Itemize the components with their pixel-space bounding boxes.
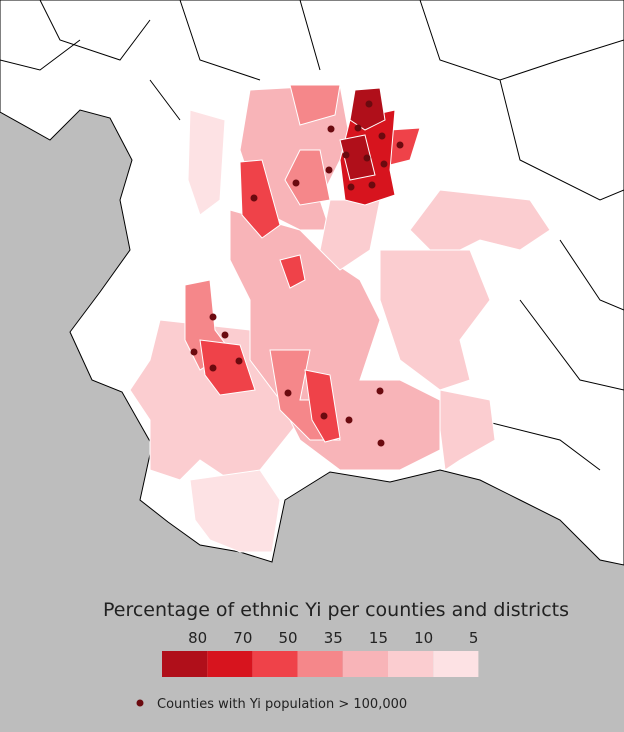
county-dot [368,181,376,189]
county-dot [292,179,300,187]
county-dot [377,439,385,447]
region [349,87,386,131]
county-dot [378,132,386,140]
county-dot [365,100,373,108]
county-dot [363,154,371,162]
county-dot [325,166,333,174]
legend-swatch [388,651,434,677]
region [239,159,281,239]
legend-label: 70 [233,629,252,647]
county-dot [380,160,388,168]
county-dot [190,348,198,356]
legend-swatch [252,651,298,677]
legend-swatch [162,651,208,677]
region [339,134,376,181]
inner-borders [0,0,624,471]
legend-label: 15 [369,629,388,647]
legend-title: Percentage of ethnic Yi per counties and… [103,599,569,621]
legend-dot [136,699,144,707]
region [279,254,306,289]
region [199,339,256,396]
legend-swatch [342,651,388,677]
legend-label: 5 [469,629,479,647]
county-dot [347,183,355,191]
county-dot [209,313,217,321]
legend-label: 10 [414,629,433,647]
region [379,249,491,391]
county-dot [376,387,384,395]
region [284,149,331,206]
legend-label: 50 [279,629,298,647]
county-dot [342,151,350,159]
county-dot [320,412,328,420]
region [409,189,551,261]
legend-swatch [207,651,253,677]
county-dot [235,357,243,365]
legend-swatch [433,651,479,677]
legend-label: 35 [324,629,343,647]
legend: 80 70 50 35 15 10 5 [162,629,479,677]
legend-swatch [297,651,343,677]
county-dot [345,416,353,424]
county-dots [190,100,404,447]
region [187,109,226,216]
region [304,369,341,443]
legend-label: 80 [188,629,207,647]
county-dot [354,124,362,132]
county-dot [284,389,292,397]
county-dot [209,364,217,372]
county-dot [396,141,404,149]
dot-legend-label: Counties with Yi population > 100,000 [157,697,407,712]
county-dot [221,331,229,339]
county-dot [250,194,258,202]
regions [129,84,551,553]
region [189,469,281,553]
region [289,84,341,126]
county-dot [327,125,335,133]
